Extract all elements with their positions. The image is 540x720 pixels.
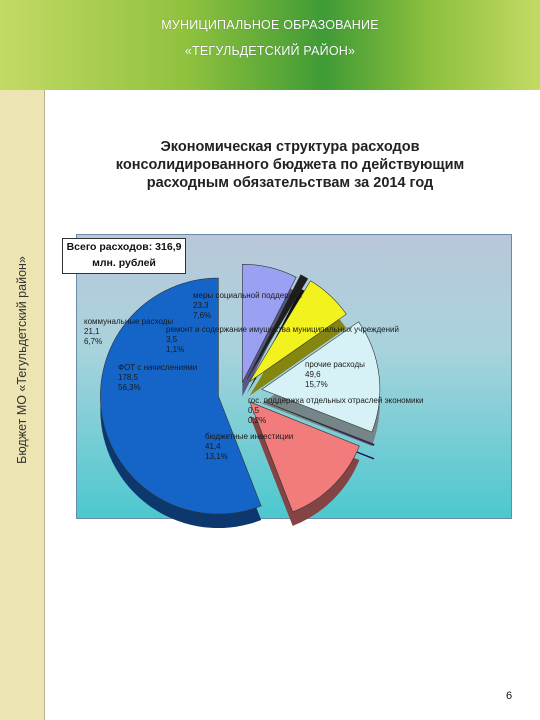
chart-title-line-2: консолидированного бюджета по действующи… bbox=[115, 157, 465, 173]
slice-label-5: бюджетные инвестиции 41,4 13,1% bbox=[205, 432, 293, 461]
pie-slice-1 bbox=[246, 274, 309, 380]
pie-slice-4 bbox=[264, 401, 375, 446]
slice-label-2: коммунальные расходы 21,1 6,7% bbox=[84, 317, 173, 346]
pie-slice-5 bbox=[249, 401, 360, 513]
pie-slice-2 bbox=[249, 280, 347, 383]
chart-title-line-1: Экономическая структура расходов bbox=[160, 139, 420, 155]
chart-title: Экономическая структура расходов консоли… bbox=[60, 138, 520, 192]
header-line-1: МУНИЦИПАЛЬНОЕ ОБРАЗОВАНИЕ bbox=[161, 18, 379, 32]
pie-slice-6 bbox=[100, 277, 262, 515]
slice-label-4: гос. поддержка отдельных отраслей эконом… bbox=[248, 396, 424, 425]
slice-label-1: ремонт и содержание имущества муниципаль… bbox=[166, 325, 399, 354]
total-box: Всего расходов: 316,9 млн. рублей bbox=[62, 238, 186, 274]
total-line-1: Всего расходов: 316,9 bbox=[66, 241, 182, 253]
total-line-2: млн. рублей bbox=[92, 257, 156, 269]
pie-slice-0 bbox=[242, 263, 297, 383]
chart-title-line-3: расходным обязательствам за 2014 год bbox=[146, 175, 434, 191]
slice-label-3: прочие расходы 49,6 15,7% bbox=[305, 360, 365, 389]
sidebar bbox=[0, 90, 45, 720]
slice-label-6: ФОТ с начислениями 178,5 56,3% bbox=[118, 363, 197, 392]
header-line-2: «ТЕГУЛЬДЕТСКИЙ РАЙОН» bbox=[184, 44, 356, 58]
header-banner: МУНИЦИПАЛЬНОЕ ОБРАЗОВАНИЕ «ТЕГУЛЬДЕТСКИЙ… bbox=[0, 0, 540, 90]
page-number: 6 bbox=[506, 690, 513, 702]
pie-slice-3 bbox=[261, 321, 381, 433]
slice-label-0: меры социальной поддержки 23,3 7,6% bbox=[193, 291, 302, 320]
